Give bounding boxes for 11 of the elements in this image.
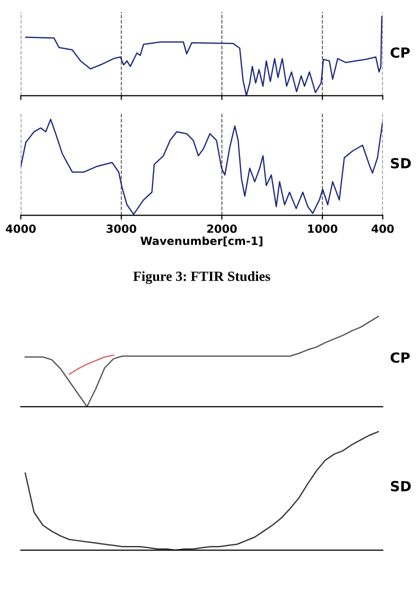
x-tick-label: 4000 [6, 224, 36, 233]
series-label: CP [390, 47, 410, 58]
x-tick-label: 1000 [308, 224, 338, 233]
x-tick-label: 2000 [207, 224, 237, 233]
x-tick-label: 3000 [106, 224, 136, 233]
caption: Figure 3: FTIR Studies [133, 271, 270, 284]
x-tick-label: 400 [372, 224, 394, 233]
series-label: SD [390, 158, 411, 168]
text: CP [390, 352, 410, 363]
x-axis-title: Wavenumber[cm-1] [140, 236, 262, 246]
text: SD [390, 480, 411, 492]
